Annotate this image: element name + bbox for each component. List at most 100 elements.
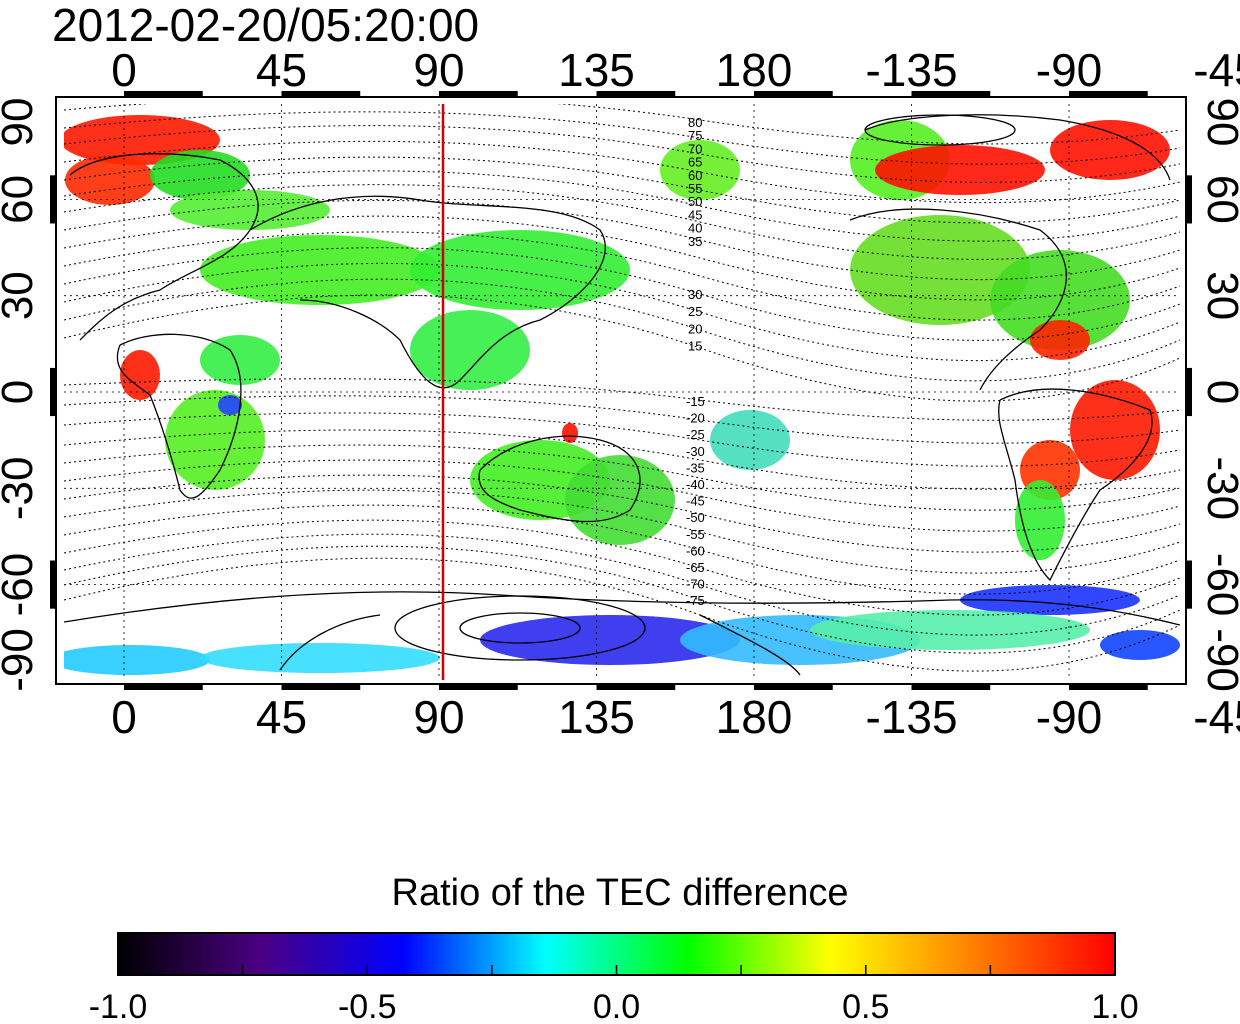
contour-label: 20	[688, 321, 702, 336]
y-tick-label: 90	[1198, 98, 1240, 147]
contour-line-south	[64, 519, 1180, 616]
x-tick-label: 135	[558, 44, 635, 96]
x-tick-label: 0	[111, 691, 137, 743]
y-axis-labels-right: 90 60 30 0 -30 -60 -90	[1198, 98, 1240, 692]
tec-data-region	[660, 140, 740, 200]
contour-label: -50	[686, 510, 705, 525]
contour-line-north	[64, 111, 1180, 165]
tec-data-region	[810, 610, 1090, 650]
y-tick-label: -30	[1198, 457, 1240, 521]
contour-line-south	[64, 545, 1180, 654]
contour-label: -45	[686, 494, 705, 509]
y-tick-label: -90	[1198, 628, 1240, 692]
contour-line-south	[64, 504, 1180, 595]
tick-bar	[1069, 684, 1148, 690]
tec-data-region	[170, 190, 330, 230]
tick-bar	[281, 91, 361, 97]
contour-label: -30	[686, 444, 705, 459]
x-tick-label: 45	[256, 44, 307, 96]
contour-label: -65	[686, 560, 705, 575]
magnetic-contours	[64, 104, 1180, 672]
tick-bar	[1069, 91, 1148, 97]
x-tick-label: -135	[865, 44, 957, 96]
tec-data-region	[120, 350, 160, 400]
contour-line-north	[64, 231, 1180, 321]
colorbar-ticks	[117, 965, 1116, 975]
y-tick-label: 0	[0, 380, 42, 404]
tick-bar	[439, 684, 518, 690]
x-tick-label: 180	[716, 44, 793, 96]
contour-line-north	[64, 170, 1180, 242]
tec-data-region	[565, 455, 675, 545]
tick-bar	[124, 684, 203, 690]
contour-label: -75	[686, 593, 705, 608]
contour-label: -20	[686, 411, 705, 426]
x-axis-labels-bottom: 0 45 90 135 180 -135 -90 -45	[111, 691, 1240, 743]
colorbar-tick-label: 1.0	[1091, 988, 1138, 1024]
contour-line-south	[64, 533, 1180, 636]
contour-line-north	[64, 184, 1180, 260]
y-tick-label: 30	[0, 271, 42, 320]
contour-line-south	[64, 429, 1180, 490]
x-tick-label: 135	[558, 691, 635, 743]
contour-label: 75	[688, 128, 702, 143]
contour-label: 35	[688, 234, 702, 249]
tec-data-region	[562, 423, 578, 443]
y-tick-label: 60	[0, 175, 42, 224]
contour-line-north	[64, 156, 1180, 224]
tick-bar	[596, 684, 676, 690]
contour-label: 30	[688, 287, 702, 302]
contour-label: 25	[688, 304, 702, 319]
x-tick-label: -90	[1036, 691, 1102, 743]
axis-tick-bars	[50, 91, 1192, 690]
contour-label: -55	[686, 527, 705, 542]
tick-bar	[281, 684, 361, 690]
contour-label: -15	[686, 394, 705, 409]
y-tick-label: -30	[0, 457, 42, 521]
y-tick-label: -90	[0, 628, 42, 692]
x-tick-label: -45	[1193, 691, 1240, 743]
contour-line-north	[64, 262, 1180, 362]
y-tick-label: -60	[1198, 553, 1240, 617]
tec-data-region	[480, 615, 740, 665]
colorbar-tick-label: 0.5	[842, 988, 889, 1024]
tec-data-region	[218, 395, 242, 415]
tick-bar	[50, 367, 56, 417]
tec-data-region	[410, 310, 530, 390]
contour-line-north	[64, 247, 1180, 341]
tec-data-region	[1100, 630, 1180, 660]
tick-bar	[1186, 367, 1192, 417]
tec-data-region	[200, 235, 440, 305]
colorbar-tick-labels: -1.0 -0.5 0.0 0.5 1.0	[89, 988, 1139, 1024]
tick-bar	[911, 91, 991, 97]
tec-data-layer	[64, 115, 1180, 675]
tick-bar	[1186, 175, 1192, 224]
figure-title: 2012-02-20/05:20:00	[52, 0, 480, 51]
tick-bar	[439, 91, 518, 97]
tec-data-region	[65, 155, 155, 205]
contour-label: 15	[688, 339, 702, 354]
contour-label: 70	[688, 141, 702, 156]
y-tick-label: 30	[1198, 271, 1240, 320]
y-axis-labels-left: 90 60 30 0 -30 -60 -90	[0, 98, 42, 692]
colorbar-title: Ratio of the TEC difference	[391, 872, 849, 914]
x-tick-label: 180	[716, 691, 793, 743]
contour-line-south	[64, 412, 1180, 467]
contour-line-north	[64, 125, 1180, 183]
contour-label: -25	[686, 427, 705, 442]
tec-data-region	[200, 643, 440, 673]
contour-line-south	[64, 474, 1180, 553]
contour-line-south	[64, 459, 1180, 532]
x-tick-label: -135	[865, 691, 957, 743]
contour-label: 45	[688, 207, 702, 222]
contour-line-north	[64, 140, 1180, 204]
map-gridlines	[64, 104, 1180, 680]
tick-bar	[754, 684, 833, 690]
contour-label: -40	[686, 477, 705, 492]
tec-data-region	[410, 230, 630, 310]
contour-label: 55	[688, 181, 702, 196]
tec-data-region	[1030, 320, 1090, 360]
